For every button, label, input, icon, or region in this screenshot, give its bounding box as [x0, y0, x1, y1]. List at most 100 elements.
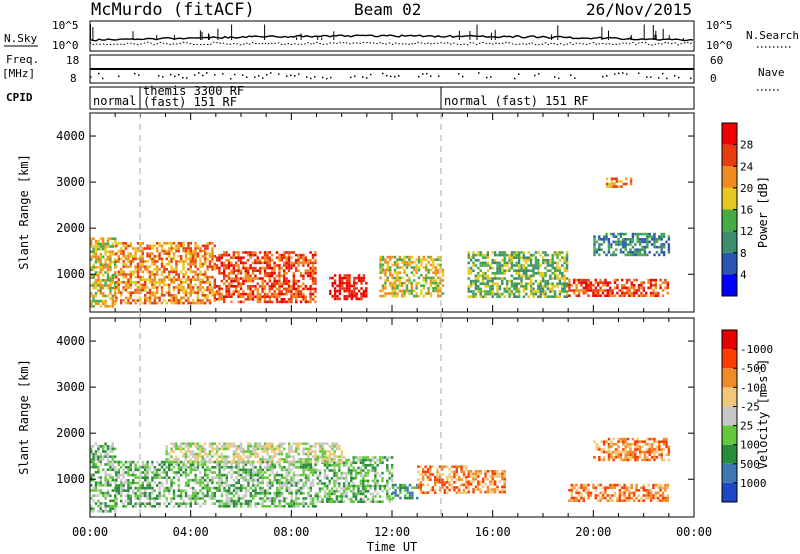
power-cell-5: [551, 272, 554, 275]
power-cell-6: [659, 286, 662, 290]
power-cell-5: [553, 266, 557, 270]
power-cell-7: [619, 232, 623, 236]
power-cell-4: [432, 281, 435, 285]
power-cell-1: [148, 255, 152, 258]
velocity-cell-1: [192, 486, 195, 490]
velocity-cell-1: [235, 505, 238, 508]
power-cell-2: [235, 261, 238, 265]
power-cell-1: [204, 244, 207, 248]
power-cell-2: [292, 292, 295, 296]
power-cell-4: [381, 258, 385, 261]
power-cell-5: [505, 287, 509, 291]
velocity-cell-1: [163, 486, 166, 490]
velocity-cell-1: [204, 463, 207, 466]
power-cell-5: [503, 287, 506, 291]
velocity-cell-3: [311, 455, 315, 458]
velocity-cell-1: [232, 499, 236, 503]
power-cell-2: [249, 290, 252, 293]
power-cell-2: [244, 266, 247, 270]
velocity-cell-1: [134, 505, 137, 508]
velocity-cell-5: [458, 488, 461, 492]
power-cell-1: [199, 283, 202, 287]
velocity-cell-2: [374, 479, 377, 483]
power-cell-0: [94, 273, 98, 277]
velocity-cell-1: [297, 489, 300, 492]
velocity-cell-3: [309, 450, 312, 453]
power-cell-7: [636, 232, 639, 236]
power-cell-2: [311, 287, 315, 291]
power-cell-1: [206, 244, 209, 248]
power-cell-2: [266, 292, 269, 296]
power-cell-2: [275, 300, 279, 304]
velocity-cell-2: [386, 464, 389, 467]
power-cell-6: [580, 278, 583, 282]
velocity-cell-1: [139, 505, 142, 508]
velocity-cell-3: [268, 458, 272, 461]
power-cell-2: [225, 274, 228, 278]
velocity-cell-1: [189, 466, 192, 469]
velocity-cell-5: [446, 491, 449, 494]
power-cell-5: [520, 279, 523, 283]
power-cell-1: [134, 275, 137, 279]
velocity-cell-2: [342, 482, 346, 485]
velocity-cell-3: [307, 458, 310, 461]
velocity-cell-1: [268, 497, 272, 500]
velocity-cell-5: [422, 483, 425, 487]
power-cell-7: [619, 240, 623, 244]
power-cell-1: [136, 265, 140, 268]
velocity-cell-7: [618, 494, 621, 497]
velocity-cell-1: [148, 494, 152, 498]
velocity-cell-1: [283, 484, 286, 487]
power-cell-2: [304, 256, 307, 259]
power-cell-1: [165, 268, 168, 271]
power-cell-6: [568, 286, 571, 290]
velocity-cell-1: [280, 481, 284, 485]
velocity-cell-0: [106, 468, 110, 471]
velocity-cell-1: [288, 489, 291, 492]
power-cell-2: [271, 272, 274, 275]
velocity-cell-3: [328, 445, 332, 448]
velocity-cell-7: [611, 483, 614, 487]
power-cell-4: [393, 294, 397, 298]
power-cell-2: [285, 264, 288, 267]
power-cell-5: [529, 277, 533, 280]
power-cell-1: [136, 299, 140, 302]
power-cell-2: [227, 285, 231, 288]
power-cell-5: [529, 253, 533, 257]
power-cell-1: [144, 281, 147, 284]
velocity-cell-1: [249, 476, 252, 479]
power-cell-2: [290, 261, 293, 265]
power-cell-2: [251, 261, 255, 265]
velocity-cell-5: [453, 473, 456, 476]
power-cell-5: [529, 269, 533, 272]
velocity-cell-1: [120, 481, 123, 485]
power-cell-5: [496, 290, 499, 293]
power-cell-7: [643, 232, 647, 236]
power-cell-1: [206, 288, 209, 292]
velocity-cell-6: [469, 475, 473, 478]
velocity-cell-2: [364, 466, 367, 470]
velocity-cell-3: [201, 458, 204, 461]
power-cell-5: [539, 287, 542, 291]
power-cell-2: [259, 269, 262, 272]
power-cell-2: [249, 251, 252, 254]
power-cell-1: [136, 247, 140, 250]
velocity-cell-3: [211, 455, 214, 458]
velocity-cell-1: [307, 468, 310, 472]
velocity-cell-1: [312, 481, 315, 485]
velocity-cell-1: [285, 468, 288, 472]
power-cell-2: [304, 259, 307, 262]
velocity-cell-3: [232, 455, 236, 458]
power-cell-1: [122, 270, 125, 274]
power-cell-1: [141, 286, 144, 289]
power-cell-2: [266, 272, 269, 275]
velocity-cell-3: [206, 460, 209, 464]
power-cell-6: [601, 291, 605, 295]
velocity-cell-1: [139, 494, 142, 498]
power-cell-1: [132, 260, 135, 263]
power-cell-0: [104, 299, 107, 303]
velocity-cell-5: [450, 470, 454, 474]
velocity-cell-2: [357, 466, 360, 470]
power-cell-4: [422, 255, 425, 259]
power-cell-4: [398, 276, 401, 280]
